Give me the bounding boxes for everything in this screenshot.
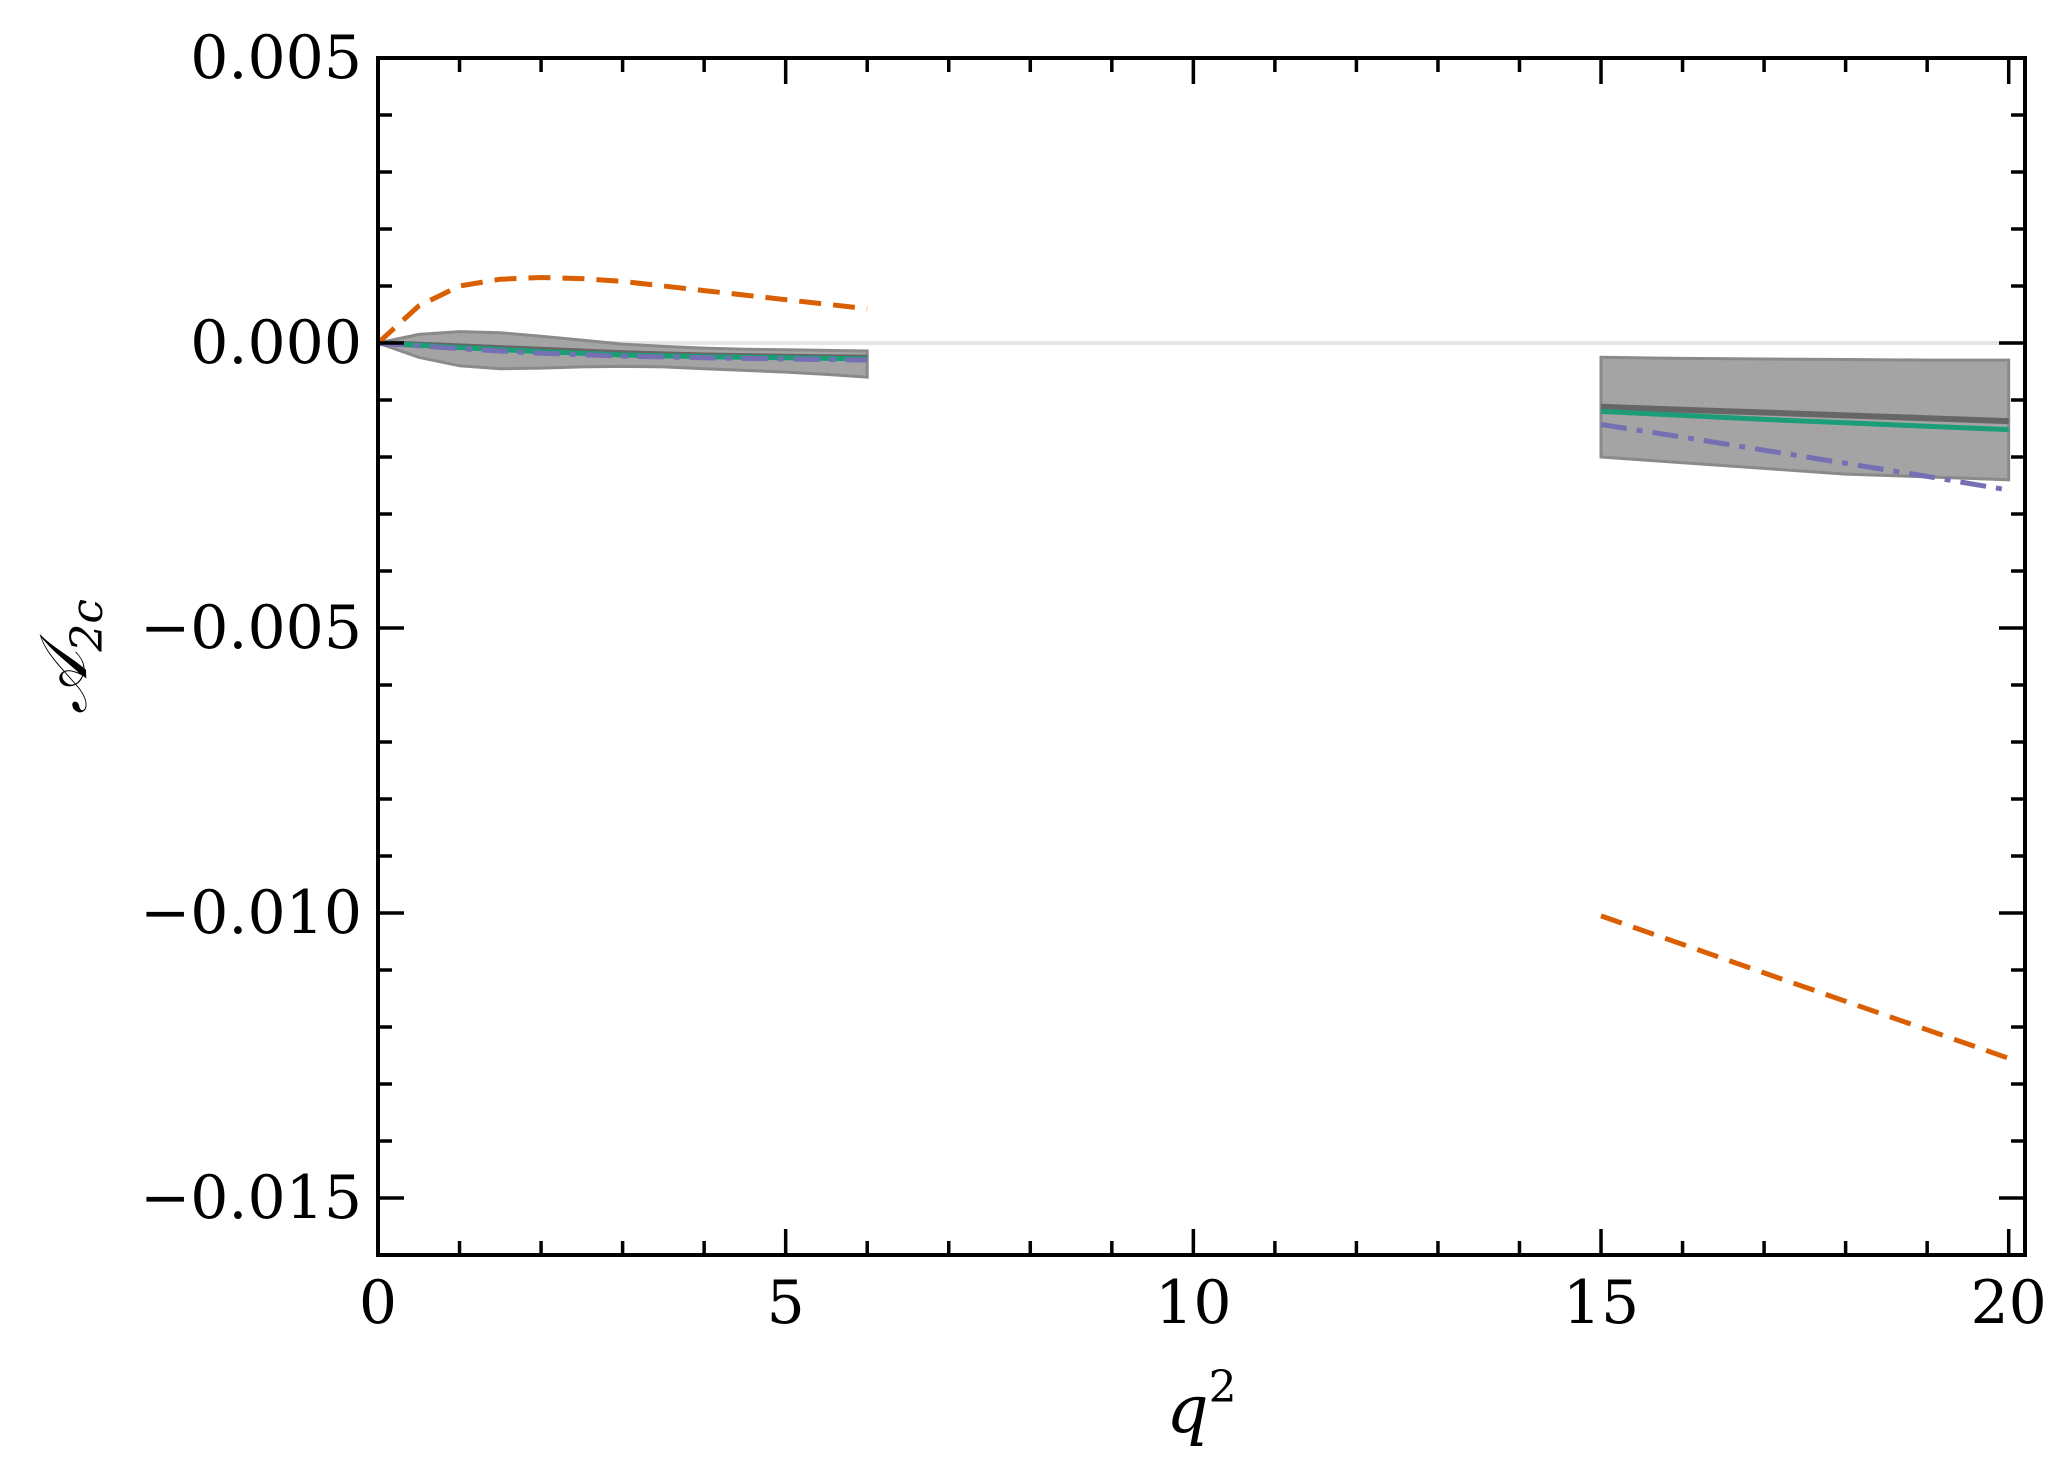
y-tick-label: 0.005 (190, 23, 362, 93)
x-tick-label: 0 (359, 1268, 397, 1338)
series-3-line-segment-1 (378, 340, 868, 363)
plot-frame (376, 56, 2027, 1257)
x-axis-label-superscript: 2 (1209, 1362, 1237, 1413)
x-axis-label: q2 (1166, 1362, 1236, 1448)
series-4-line-segment-1 (378, 275, 868, 345)
y-tick-label: −0.015 (140, 1163, 362, 1233)
plot-area (378, 275, 2025, 1061)
uncertainty-band-2 (1599, 355, 2011, 482)
y-axis-label-subscript: 2c (62, 599, 113, 653)
y-tick-label: 0.000 (190, 308, 362, 378)
series-4-line-segment-2 (1600, 913, 2010, 1061)
y-tick-label: −0.005 (140, 593, 362, 663)
series-3-line-segment-2 (1600, 422, 2010, 493)
axis-ticks (376, 56, 2025, 1257)
x-tick-label: 15 (1563, 1268, 1639, 1338)
series-2-line-segment-2 (1600, 408, 2009, 433)
x-tick-label: 5 (767, 1268, 805, 1338)
plot-content (378, 275, 2025, 1061)
x-axis-label-base: q (1166, 1371, 1208, 1448)
y-tick-label: −0.010 (140, 878, 362, 948)
series-1-line-segment-2 (1600, 403, 2009, 425)
tick-labels: 0 5 10 15 20 0.005 0.000 −0.005 −0.010 −0.015 (140, 23, 2047, 1338)
x-tick-label: 20 (1971, 1268, 2047, 1338)
y-axis-label: 𝒜2c (25, 599, 113, 714)
x-tick-label: 10 (1155, 1268, 1231, 1338)
